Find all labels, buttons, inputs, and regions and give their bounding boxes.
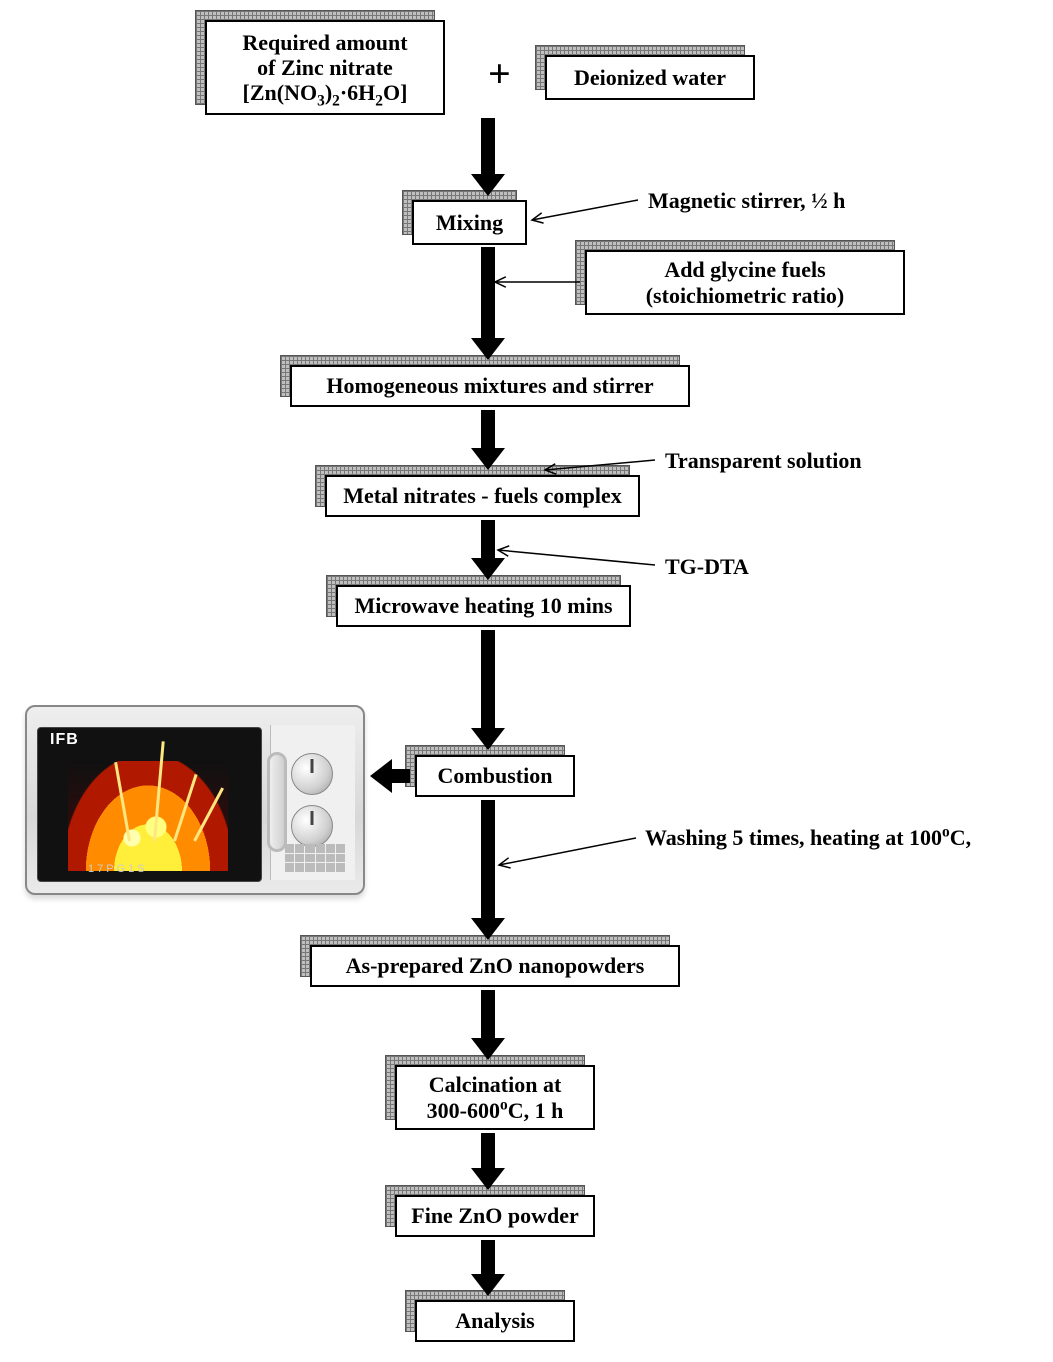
microwave-illustration: IFB 17PG1S [25, 705, 365, 925]
plus-text: + [488, 51, 511, 96]
annot-stirrer: Magnetic stirrer, ½ h [648, 188, 845, 214]
thin-arrow-stirrer-to-mixing [532, 200, 638, 220]
microwave-brand: IFB [50, 731, 79, 749]
plus-symbol: + [488, 50, 511, 97]
thin-arrow-transparent-to-cplx [545, 460, 655, 470]
thin-arrow-tgdta-to-shaft [498, 550, 655, 565]
microwave-handle [267, 752, 287, 852]
microwave-dial-bottom [291, 805, 333, 847]
annot-transparent: Transparent solution [665, 448, 862, 474]
flowchart-stage: { "meta": { "type": "flowchart", "width"… [0, 0, 1053, 1362]
microwave-keypad [285, 844, 345, 872]
microwave-body: IFB 17PG1S [25, 705, 365, 895]
annot-washing: Washing 5 times, heating at 100oC, [645, 825, 971, 851]
combustion-sparks [98, 727, 238, 841]
annot-tgdta: TG-DTA [665, 554, 749, 580]
thin-arrows-layer [0, 0, 1053, 1362]
microwave-door: IFB 17PG1S [37, 727, 262, 882]
microwave-model: 17PG1S [88, 863, 148, 875]
microwave-dial-top [291, 753, 333, 795]
thin-arrow-washing-to-shaft [499, 838, 636, 865]
